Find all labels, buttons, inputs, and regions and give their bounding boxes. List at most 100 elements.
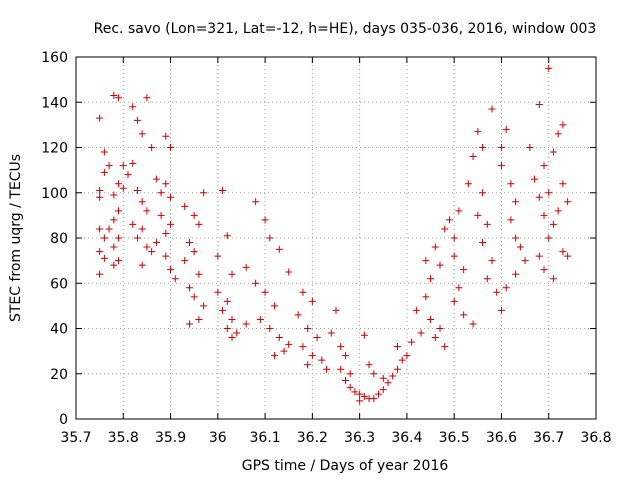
- data-point: [152, 175, 160, 183]
- data-point: [412, 306, 420, 314]
- data-point: [360, 331, 368, 339]
- data-point: [516, 243, 524, 251]
- data-point: [535, 193, 543, 201]
- data-point: [431, 243, 439, 251]
- data-point: [261, 288, 269, 296]
- data-point: [526, 144, 534, 151]
- data-point: [190, 248, 198, 256]
- x-tick-label: 36.3: [344, 430, 375, 446]
- data-point: [469, 320, 477, 328]
- data-point: [181, 202, 189, 210]
- data-point: [266, 234, 274, 242]
- y-tick-label: 60: [50, 276, 68, 292]
- data-point: [228, 334, 236, 342]
- data-point: [464, 180, 472, 188]
- data-point: [96, 114, 104, 122]
- data-point: [379, 386, 387, 394]
- x-tick-label: 36.4: [391, 430, 422, 446]
- data-point: [242, 263, 250, 271]
- x-tick-label: 36.1: [250, 430, 281, 446]
- data-point: [564, 198, 572, 206]
- data-point: [110, 243, 118, 251]
- data-point: [214, 252, 222, 260]
- data-point: [96, 193, 104, 201]
- data-point: [299, 288, 307, 296]
- data-point: [223, 232, 231, 240]
- data-point: [96, 225, 104, 233]
- data-point: [219, 186, 227, 194]
- data-point: [304, 325, 312, 332]
- data-point: [242, 320, 250, 328]
- y-axis-ticks: 0 20 40 60 80 100 120 140 160: [41, 50, 596, 428]
- data-point: [341, 352, 349, 360]
- data-point: [337, 365, 345, 373]
- data-point: [162, 180, 170, 188]
- data-point: [181, 257, 189, 265]
- data-point: [100, 254, 108, 262]
- data-point: [497, 144, 505, 151]
- data-point: [427, 275, 435, 283]
- data-point: [474, 211, 482, 219]
- data-point: [162, 132, 170, 140]
- data-point: [271, 302, 279, 310]
- x-tick-label: 35.8: [108, 430, 139, 446]
- data-point: [228, 315, 236, 323]
- x-axis-label: GPS time / Days of year 2016: [242, 458, 449, 474]
- data-point: [479, 239, 487, 247]
- data-point: [110, 216, 118, 224]
- data-point: [497, 162, 505, 170]
- y-tick-label: 0: [59, 412, 68, 428]
- x-tick-label: 36.6: [486, 430, 517, 446]
- data-point: [299, 343, 307, 351]
- x-tick-label: 36.8: [580, 430, 611, 446]
- data-point: [545, 189, 553, 197]
- data-point: [219, 306, 227, 314]
- x-tick-label: 36.5: [439, 430, 470, 446]
- data-point: [162, 229, 170, 237]
- data-point: [455, 284, 463, 292]
- data-point: [304, 361, 312, 369]
- data-point: [167, 220, 175, 228]
- data-point: [138, 198, 146, 206]
- data-point: [171, 275, 179, 283]
- data-point: [323, 365, 331, 373]
- data-point: [110, 191, 118, 199]
- data-point: [148, 248, 156, 256]
- data-point: [143, 207, 151, 215]
- data-point: [129, 159, 137, 167]
- y-axis-label: STEC from uqrg / TECUs: [8, 154, 24, 322]
- data-point: [266, 325, 274, 332]
- y-tick-label: 160: [41, 50, 68, 66]
- data-point: [469, 153, 477, 161]
- data-point: [119, 162, 127, 170]
- data-point: [185, 284, 193, 292]
- data-point: [190, 293, 198, 301]
- data-point: [512, 234, 520, 242]
- data-point: [450, 252, 458, 260]
- data-point: [460, 311, 468, 319]
- data-point: [261, 216, 269, 224]
- data-point: [223, 297, 231, 305]
- data-point: [379, 374, 387, 382]
- data-point: [488, 257, 496, 265]
- data-point: [531, 175, 539, 183]
- data-point: [133, 186, 141, 194]
- data-point: [356, 390, 364, 398]
- data-point: [252, 279, 260, 287]
- data-point: [370, 395, 378, 403]
- data-point: [479, 144, 487, 151]
- data-point: [422, 293, 430, 301]
- data-point: [167, 144, 175, 151]
- data-point: [195, 315, 203, 323]
- data-point: [441, 343, 449, 351]
- data-point: [540, 266, 548, 274]
- data-point: [545, 234, 553, 242]
- data-point: [138, 225, 146, 233]
- data-point: [436, 325, 444, 332]
- data-point: [545, 64, 553, 72]
- x-tick-label: 35.9: [155, 430, 186, 446]
- data-point: [365, 361, 373, 369]
- data-point: [195, 220, 203, 228]
- data-points: [96, 64, 572, 405]
